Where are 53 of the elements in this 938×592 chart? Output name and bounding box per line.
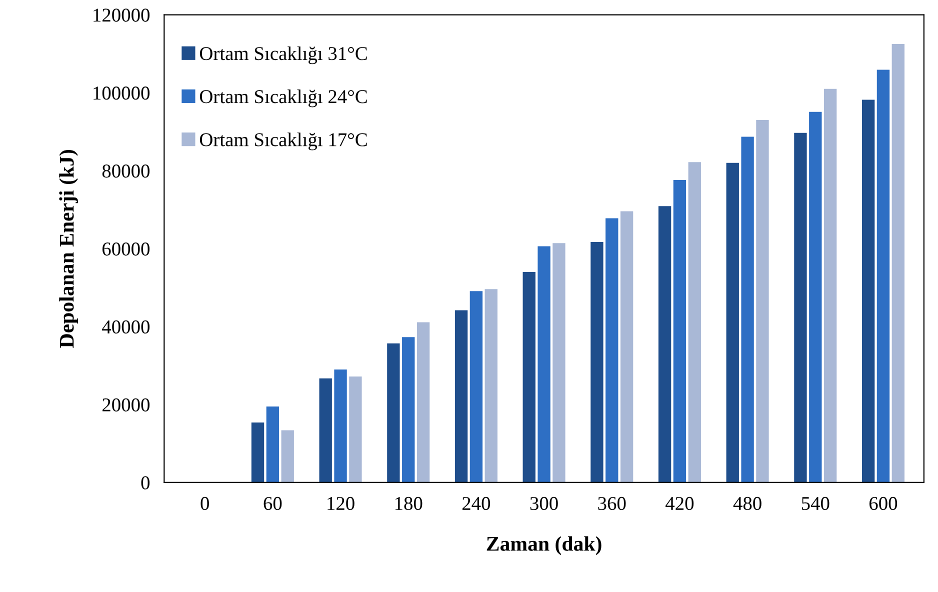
x-tick-label: 540 xyxy=(802,496,830,510)
bar xyxy=(552,243,566,482)
x-tick-label: 360 xyxy=(598,496,626,510)
bar xyxy=(334,369,347,482)
x-axis-title: Zaman (dak) xyxy=(486,536,602,556)
y-tick-label: 80000 xyxy=(102,164,150,178)
legend-label: Ortam Sıcaklığı 24°C xyxy=(200,90,367,108)
x-tick-label: 300 xyxy=(530,496,558,510)
bar xyxy=(281,430,294,482)
bar xyxy=(266,406,280,482)
bar xyxy=(522,272,536,482)
bar xyxy=(319,378,332,482)
x-tick-label: 480 xyxy=(733,496,762,510)
x-tick-label: 180 xyxy=(395,496,422,510)
bar xyxy=(251,422,264,482)
y-axis-title: Depolanan Enerji (kJ) xyxy=(59,150,78,348)
bar xyxy=(620,211,634,482)
bar xyxy=(824,88,837,482)
bar xyxy=(876,70,890,482)
y-tick-label: 100000 xyxy=(94,86,150,100)
bar xyxy=(416,322,430,482)
bar xyxy=(892,44,904,482)
bar xyxy=(688,162,701,482)
x-tick-label: 240 xyxy=(462,496,490,510)
bar xyxy=(402,337,415,482)
x-tick-label: 60 xyxy=(264,496,282,510)
bar xyxy=(809,112,822,482)
bar xyxy=(741,136,754,482)
x-tick-label: 600 xyxy=(869,496,898,510)
x-tick-label: 0 xyxy=(200,496,209,510)
y-tick-label: 120000 xyxy=(94,8,150,22)
bar xyxy=(673,180,686,482)
legend-label: Ortam Sıcaklığı 31°C xyxy=(200,46,367,64)
bar xyxy=(454,310,468,482)
bar xyxy=(756,120,769,482)
bar xyxy=(726,162,739,482)
bar xyxy=(862,100,875,482)
y-tick-label: 40000 xyxy=(102,320,150,334)
bar xyxy=(590,242,604,482)
y-tick-label: 0 xyxy=(141,476,150,490)
bar xyxy=(606,218,618,482)
bar xyxy=(349,376,362,482)
y-tick-label: 20000 xyxy=(102,398,150,412)
x-tick-label: 420 xyxy=(666,496,694,510)
y-tick-label: 60000 xyxy=(102,242,150,256)
bar xyxy=(387,343,400,482)
bar xyxy=(794,132,807,482)
bar xyxy=(484,289,498,482)
x-tick-label: 120 xyxy=(328,496,354,510)
bar xyxy=(658,206,672,482)
bar xyxy=(470,291,483,482)
legend-label: Ortam Sıcaklığı 17°C xyxy=(200,132,367,150)
bar xyxy=(538,246,550,482)
